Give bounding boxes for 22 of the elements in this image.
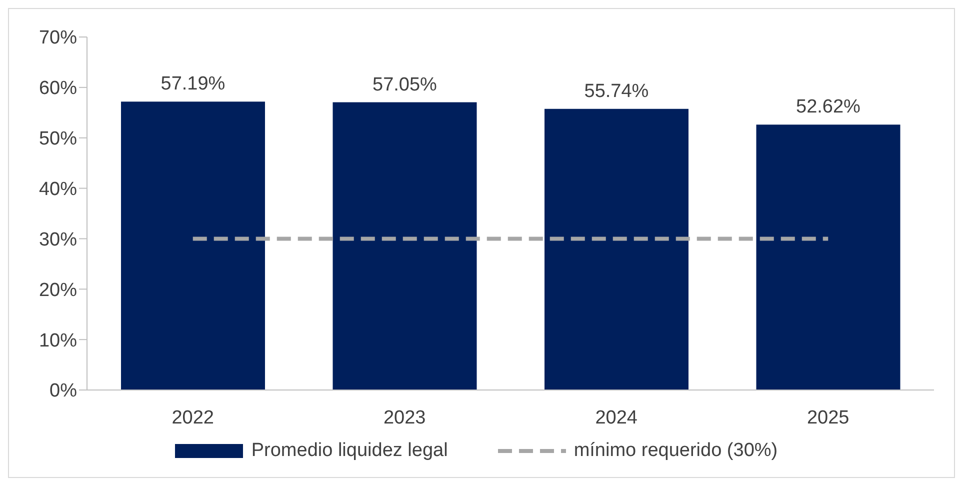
y-tick-label: 60%	[38, 78, 78, 100]
bar	[332, 102, 477, 390]
data-label: 52.62%	[796, 96, 861, 118]
data-label: 57.05%	[372, 74, 438, 96]
bar	[121, 102, 265, 390]
x-tick-label: 2023	[383, 407, 426, 428]
y-tick-label: 0%	[50, 380, 78, 402]
x-tick-label: 2024	[595, 407, 638, 428]
data-label: 57.19%	[160, 74, 226, 95]
y-tick-label: 40%	[38, 179, 78, 200]
x-tick-label: 2025	[806, 407, 850, 428]
legend-label: Promedio liquidez legal	[251, 440, 448, 462]
y-tick-label: 20%	[38, 280, 78, 301]
y-tick-label: 50%	[38, 128, 78, 150]
x-tick-label: 2022	[172, 407, 214, 428]
bar	[544, 108, 688, 390]
y-tick-label: 30%	[38, 229, 78, 250]
y-tick-label: 70%	[38, 28, 78, 49]
data-label: 55.74%	[584, 80, 649, 102]
legend-label: mínimo requerido (30%)	[574, 440, 778, 462]
bar	[756, 124, 900, 390]
y-tick-label: 10%	[38, 330, 78, 352]
